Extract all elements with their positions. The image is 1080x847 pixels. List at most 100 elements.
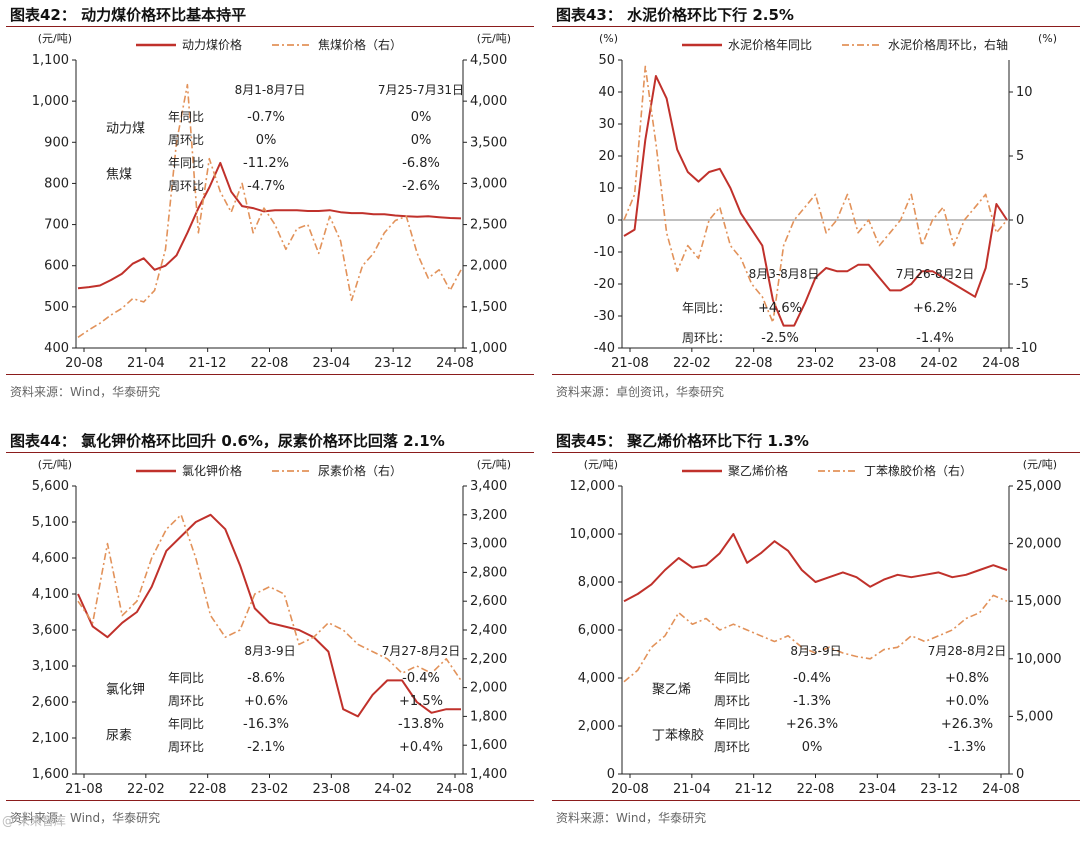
table-row-label: 年同比 xyxy=(168,717,204,731)
series-line-1 xyxy=(623,533,1008,603)
title-divider xyxy=(552,452,1080,453)
table-row-label: 年同比 xyxy=(168,671,204,685)
x-tick-label: 21-12 xyxy=(735,782,773,797)
left-tick-label: 3,600 xyxy=(32,623,69,638)
table-row-label: 周环比 xyxy=(168,179,204,193)
table-header: 7月25-7月31日 xyxy=(378,83,464,97)
chart-area: (元/吨) (元/吨) 0 2,000 4,000 6,000 8,000 10,000 12,… xyxy=(570,458,1062,797)
left-tick-label: 800 xyxy=(44,176,69,191)
table-value: 0% xyxy=(411,110,432,125)
table-value: 0% xyxy=(802,740,823,755)
right-tick-label: -10 xyxy=(1016,341,1037,356)
left-tick-label: 6,000 xyxy=(578,623,615,638)
table-value: -1.4% xyxy=(916,331,954,346)
chart-title: 图表42： 动力煤价格环比基本持平 xyxy=(10,6,247,24)
right-tick-label: -5 xyxy=(1016,277,1029,292)
legend-label: 动力煤价格 xyxy=(182,37,242,52)
right-tick-label: 10,000 xyxy=(1016,652,1062,667)
source-divider xyxy=(6,800,534,801)
left-tick-label: -40 xyxy=(594,341,615,356)
title-divider xyxy=(552,26,1080,27)
table-value: -2.6% xyxy=(402,179,440,194)
chart-title: 图表45： 聚乙烯价格环比下行 1.3% xyxy=(556,432,809,450)
right-tick-label: 15,000 xyxy=(1016,594,1062,609)
series-line-1 xyxy=(77,161,462,290)
table-value: -0.7% xyxy=(247,110,285,125)
left-tick-label: 12,000 xyxy=(570,479,616,494)
table-header: 7月26-8月2日 xyxy=(896,267,975,281)
x-tick-label: 22-08 xyxy=(797,782,835,797)
right-tick-label: 20,000 xyxy=(1016,537,1062,552)
x-tick-label: 22-08 xyxy=(735,356,773,371)
left-tick-label: 1,000 xyxy=(32,94,69,109)
right-unit-label: (%) xyxy=(1038,32,1057,45)
left-tick-label: -10 xyxy=(594,245,615,260)
table-group-label: 动力煤 xyxy=(106,122,145,137)
right-tick-label: 4,500 xyxy=(470,53,507,68)
x-tick-label: 24-08 xyxy=(436,356,474,371)
source-divider xyxy=(552,800,1080,801)
table-row-label: 周环比 xyxy=(168,133,204,147)
x-tick-label: 23-12 xyxy=(374,356,412,371)
chart-panel-polyethylene: 图表45： 聚乙烯价格环比下行 1.3% (元/吨) (元/吨) 0 2,000 4,0… xyxy=(552,426,1080,847)
chart-source: 资料来源：卓创资讯，华泰研究 xyxy=(556,385,725,399)
left-tick-label: 700 xyxy=(44,218,69,233)
table-row-label: 年同比 xyxy=(168,110,204,124)
table-value: -11.2% xyxy=(243,156,289,171)
right-tick-label: 2,600 xyxy=(470,594,507,609)
right-tick-label: 5,000 xyxy=(1016,709,1053,724)
chart-panel-coal: 图表42： 动力煤价格环比基本持平 (元/吨) (元/吨) 400 500 600 700… xyxy=(6,0,536,421)
left-tick-label: 600 xyxy=(44,259,69,274)
x-tick-label: 23-08 xyxy=(858,356,896,371)
table-value: -1.3% xyxy=(793,694,831,709)
source-divider xyxy=(552,374,1080,375)
table-value: +0.6% xyxy=(244,694,288,709)
left-unit-label: (%) xyxy=(599,32,618,45)
chart-area: (元/吨) (元/吨) 1,600 2,100 2,600 3,100 3,600 4,100… xyxy=(32,458,511,797)
left-tick-label: 1,100 xyxy=(32,53,69,68)
left-tick-label: 5,100 xyxy=(32,515,69,530)
table-value: +26.3% xyxy=(786,717,838,732)
table-row-label: 周环比 xyxy=(714,740,750,754)
table-row-label: 周环比 xyxy=(714,694,750,708)
legend-label: 丁苯橡胶价格（右） xyxy=(864,463,972,478)
right-tick-label: 0 xyxy=(1016,213,1024,228)
left-tick-label: 0 xyxy=(607,767,615,782)
table-value: -4.7% xyxy=(247,179,285,194)
right-tick-label: 4,000 xyxy=(470,94,507,109)
right-tick-label: 2,000 xyxy=(470,681,507,696)
legend-label: 尿素价格（右） xyxy=(318,463,402,478)
right-tick-label: 5 xyxy=(1016,149,1024,164)
chart-panel-cement: 图表43： 水泥价格环比下行 2.5% (%) (%) -40 -30 -20 -10 0 1… xyxy=(552,0,1080,421)
table-value: -0.4% xyxy=(793,671,831,686)
x-tick-label: 21-08 xyxy=(65,782,103,797)
left-tick-label: 20 xyxy=(598,149,615,164)
left-tick-label: 400 xyxy=(44,341,69,356)
x-tick-label: 24-02 xyxy=(374,782,412,797)
x-tick-label: 22-08 xyxy=(251,356,289,371)
series-line-1 xyxy=(623,75,1008,327)
table-header: 8月3-9日 xyxy=(790,644,841,658)
left-tick-label: 1,600 xyxy=(32,767,69,782)
right-unit-label: (元/吨) xyxy=(1023,458,1057,471)
x-tick-label: 21-04 xyxy=(127,356,165,371)
right-tick-label: 1,600 xyxy=(470,738,507,753)
chart-source: 资料来源：Wind，华泰研究 xyxy=(10,811,161,825)
right-tick-label: 25,000 xyxy=(1016,479,1062,494)
table-header: 8月3-8月8日 xyxy=(749,267,820,281)
source-divider xyxy=(6,374,534,375)
legend-label: 焦煤价格（右） xyxy=(318,37,402,52)
left-tick-label: 900 xyxy=(44,135,69,150)
left-tick-label: 2,600 xyxy=(32,695,69,710)
x-tick-label: 23-08 xyxy=(312,782,350,797)
right-tick-label: 2,500 xyxy=(470,218,507,233)
chart-area: (%) (%) -40 -30 -20 -10 0 10 20 30 40 50 -10 -5 0 5 10 21… xyxy=(594,32,1057,371)
title-divider xyxy=(6,26,534,27)
right-tick-label: 0 xyxy=(1016,767,1024,782)
table-header: 7月27-8月2日 xyxy=(382,644,461,658)
x-tick-label: 21-08 xyxy=(611,356,649,371)
left-tick-label: 10,000 xyxy=(570,527,616,542)
right-tick-label: 2,000 xyxy=(470,259,507,274)
x-tick-label: 24-02 xyxy=(920,356,958,371)
left-tick-label: 50 xyxy=(598,53,615,68)
